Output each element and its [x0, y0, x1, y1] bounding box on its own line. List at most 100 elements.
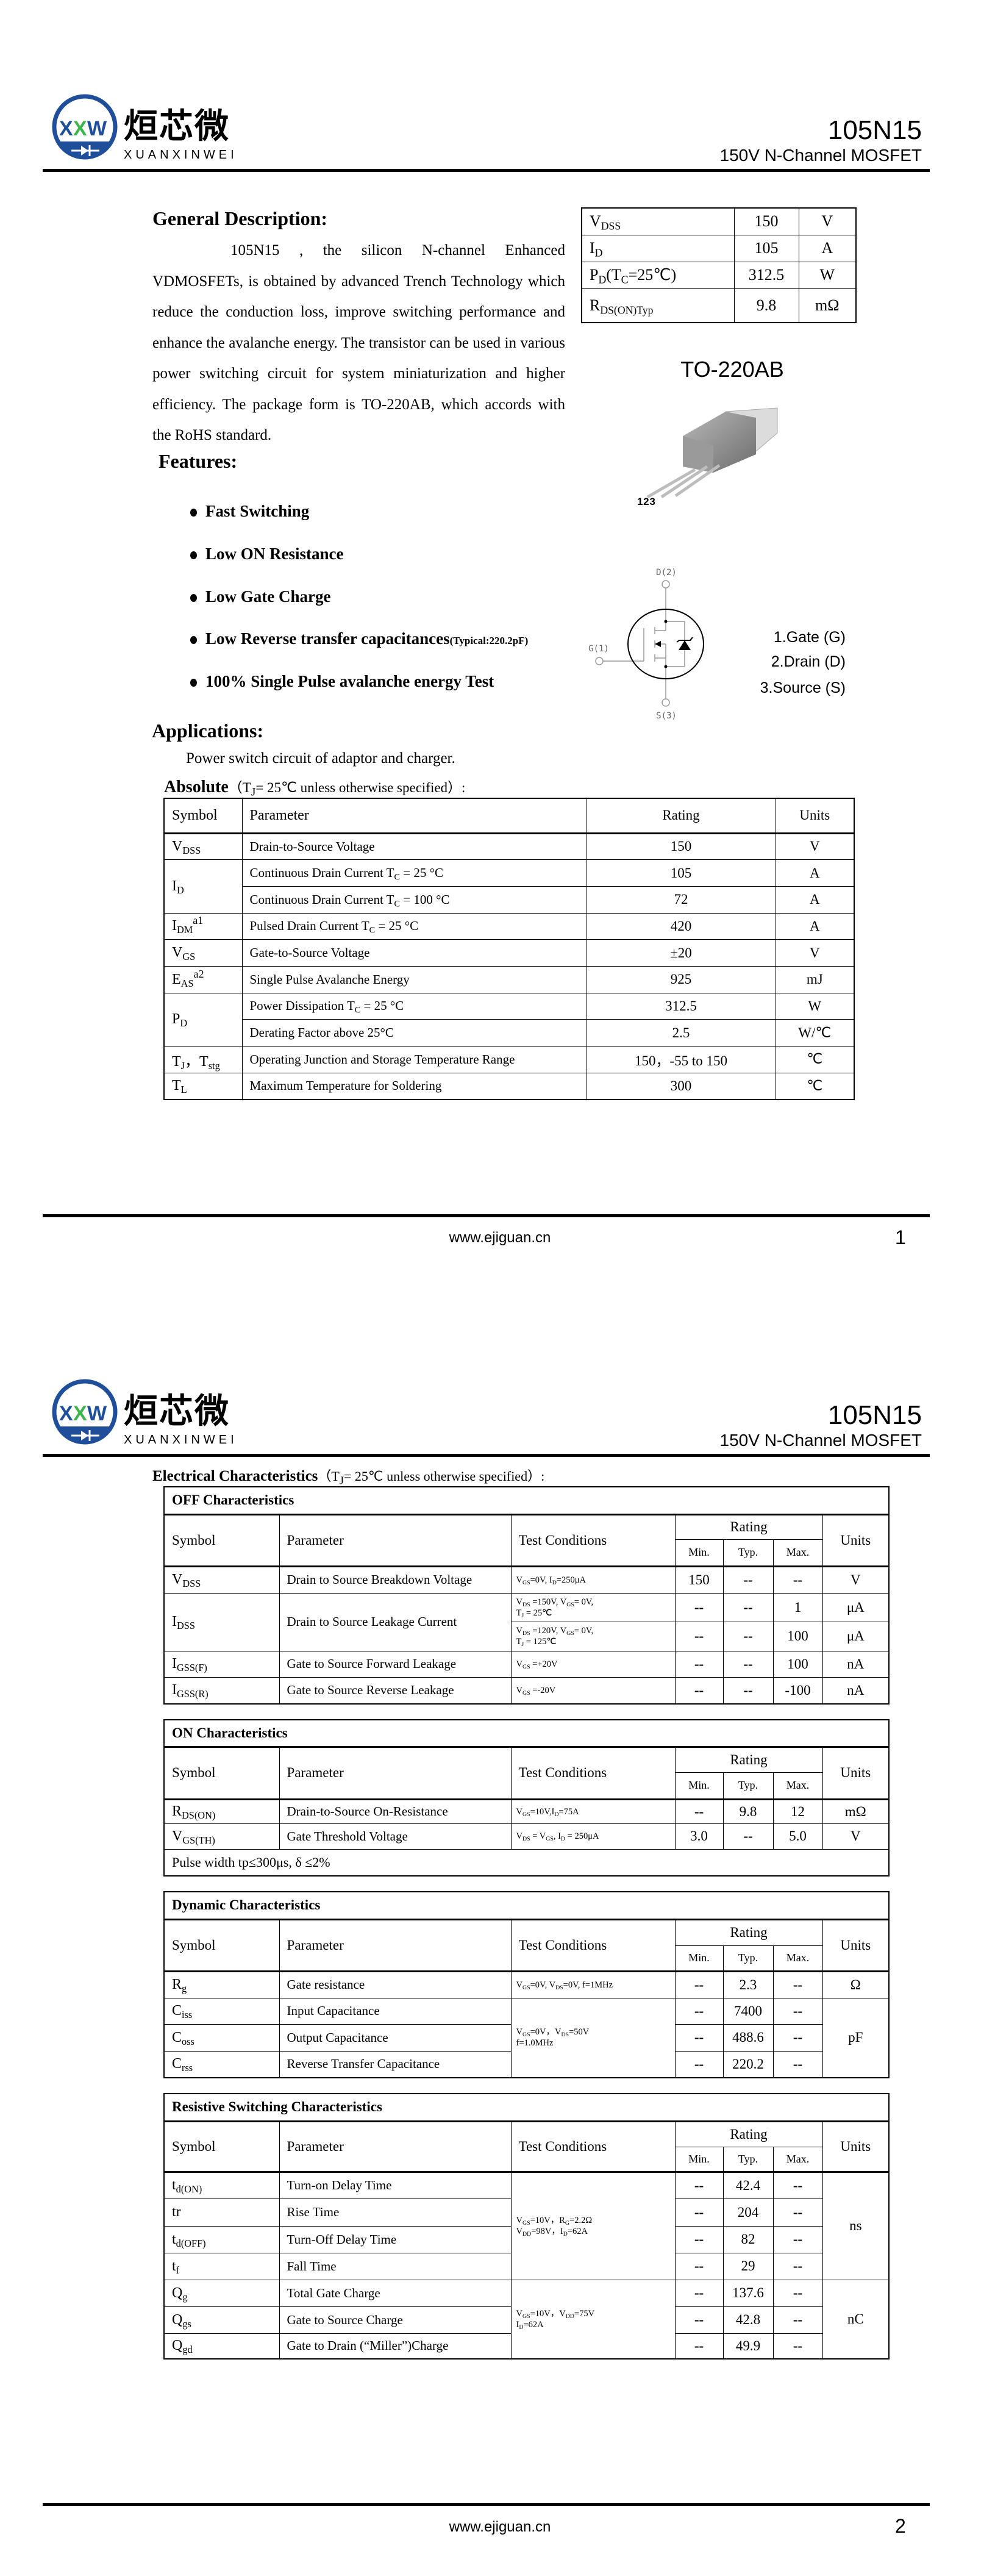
header-units: Units — [822, 2120, 890, 2173]
svg-text:X: X — [59, 117, 73, 140]
parameter-cell: Drain-to-Source Voltage — [241, 832, 587, 860]
text-segment: C — [172, 2029, 182, 2045]
spec-unit: W — [798, 261, 857, 289]
header-typ: Typ. — [722, 2146, 774, 2173]
text-segment: Power Dissipation T — [249, 998, 355, 1014]
table-row: PD(TC=25℃) 312.5 W — [581, 261, 857, 289]
units-cell: pF — [822, 1997, 890, 2078]
parameter-cell: Maximum Temperature for Soldering — [241, 1072, 587, 1100]
feature-label: Low Gate Charge — [205, 587, 331, 606]
subscript: GS — [546, 1835, 554, 1842]
typ-cell: 204 — [722, 2198, 774, 2227]
table-row: IDSS Drain to Source Leakage Current VDS =… — [163, 1592, 890, 1651]
table-row: Rg Gate resistance VGS=0V, VDS=0V, f=1MHz -… — [163, 1970, 890, 1998]
parameter-cell: Continuous Drain Current TC = 25 °C — [241, 859, 587, 887]
rating-cell: 72 — [586, 886, 776, 914]
footer-url: www.ejiguan.cn — [449, 2519, 551, 2535]
footer-rule — [43, 1214, 930, 1217]
header-conditions: Test Conditions — [510, 1746, 676, 1800]
on-characteristics-table: ON Characteristics Symbol Parameter Test Co… — [163, 1719, 890, 1877]
dynamic-characteristics-table: Dynamic Characteristics Symbol Parameter Te… — [163, 1891, 890, 2078]
parameter-cell: Drain to Source Breakdown Voltage — [279, 1565, 512, 1594]
footer-url: www.ejiguan.cn — [449, 1229, 551, 1246]
max-cell: -- — [772, 2023, 823, 2052]
subscript: D — [598, 273, 607, 286]
text-segment: =10V，V — [530, 2308, 566, 2319]
conditions-cell: VGS =+20V — [510, 1650, 676, 1678]
max-cell: -- — [772, 1997, 823, 2025]
table-row: td(ON) Turn-on Delay Time VGS=10V，RG=2.2Ω … — [163, 2171, 890, 2280]
conditions-cell: VGS=0V，VDS=50V f=1.0MHz — [510, 1997, 676, 2078]
header-rule — [43, 169, 930, 172]
subscript: DS — [522, 1835, 530, 1842]
symbol-cell: Crss — [163, 2050, 280, 2078]
parameter-cell: Turn-on Delay Time — [279, 2171, 512, 2199]
symbol-cell: IGSS(R) — [163, 1676, 280, 1705]
conditions-cell: VGS=10V,ID=75A — [510, 1798, 676, 1824]
units-cell: mΩ — [822, 1798, 890, 1824]
text-segment: V — [516, 1980, 522, 1990]
spec-value: 312.5 — [733, 261, 799, 289]
subscript: DSS — [601, 220, 621, 232]
text-segment: = 25℃ — [524, 1608, 552, 1618]
subscript: d(OFF) — [176, 2237, 206, 2249]
parameter-cell: Operating Junction and Storage Temperatu… — [241, 1046, 587, 1073]
gate-label: G(1) — [588, 644, 609, 654]
units-cell: μA — [822, 1592, 890, 1622]
symbol-cell: IDMa1 — [163, 912, 243, 940]
typ-cell: 82 — [722, 2225, 774, 2253]
subscript: DSS — [182, 844, 201, 856]
feature-item: Fast Switching — [190, 501, 309, 521]
parameter-cell: Gate to Source Forward Leakage — [279, 1650, 512, 1678]
section-title: Dynamic Characteristics — [163, 1891, 890, 1920]
table-row: VGS Gate-to-Source Voltage ±20 V — [163, 939, 855, 967]
subscript: GS — [522, 1579, 530, 1586]
units-cell: V — [775, 832, 855, 860]
symbol-cell: Ciss — [163, 1997, 280, 2025]
table-row: Symbol Parameter Test Conditions Rating Unit… — [163, 2120, 890, 2173]
header-parameter: Parameter — [279, 1746, 512, 1800]
table-row: Qgd Gate to Drain (“Miller”)Charge -- 49.9-… — [163, 2333, 889, 2360]
units-cell: mJ — [775, 965, 855, 993]
symbol-cell: ID — [163, 859, 243, 914]
text-segment: = 25 °C — [400, 865, 444, 881]
rating-cell: 420 — [586, 912, 776, 940]
text-segment: =62A — [567, 2227, 588, 2236]
feature-label: Low ON Resistance — [205, 545, 344, 563]
table-row: Ciss Input Capacitance VGS=0V，VDS=50V f=1.… — [163, 1997, 890, 2078]
text-segment: =98V，I — [531, 2227, 563, 2236]
text-segment: I — [172, 918, 177, 934]
subscript: G — [565, 2219, 570, 2227]
units-cell: nA — [822, 1676, 890, 1705]
text-segment: Continuous Drain Current T — [249, 865, 394, 881]
subscript: gd — [182, 2344, 193, 2356]
table-row: Qgs Gate to Source Charge -- 42.8 -- — [163, 2306, 889, 2334]
feature-item: Low Gate Charge — [190, 586, 330, 607]
max-cell: -- — [772, 2333, 823, 2360]
typ-cell: 488.6 — [722, 2023, 774, 2052]
spec-value: 150 — [733, 207, 799, 235]
max-cell: -- — [772, 2198, 823, 2227]
svg-text:W: W — [87, 117, 107, 140]
subscript: iss — [182, 2008, 193, 2020]
units-cell: nA — [822, 1650, 890, 1678]
svg-text:W: W — [87, 1402, 107, 1425]
min-cell: 150 — [674, 1565, 724, 1594]
text-segment: Q — [172, 2338, 183, 2354]
parameter-cell: Fall Time — [279, 2252, 512, 2280]
text-segment: I — [172, 1682, 177, 1698]
max-cell: 100 — [772, 1650, 823, 1678]
max-cell: -100 — [772, 1676, 823, 1705]
symbol-cell: tr — [163, 2198, 280, 2227]
conditions-cell: VDS =120V, VGS= 0V, TJ = 125℃ — [510, 1621, 676, 1651]
table-row: PD Power Dissipation TC = 25 °C 312.5 W — [163, 992, 855, 1047]
subscript: rss — [182, 2062, 193, 2074]
min-cell: -- — [674, 2306, 724, 2334]
brand-name-en: XUANXINWEI — [124, 148, 238, 162]
subscript: C — [621, 273, 629, 286]
symbol-cell: Qgs — [163, 2306, 280, 2334]
min-cell: -- — [674, 2198, 724, 2227]
table-row: Symbol Parameter Test Conditions Rating Unit… — [163, 1746, 890, 1800]
svg-text:X: X — [73, 1402, 87, 1425]
to220-package-icon — [646, 407, 778, 499]
